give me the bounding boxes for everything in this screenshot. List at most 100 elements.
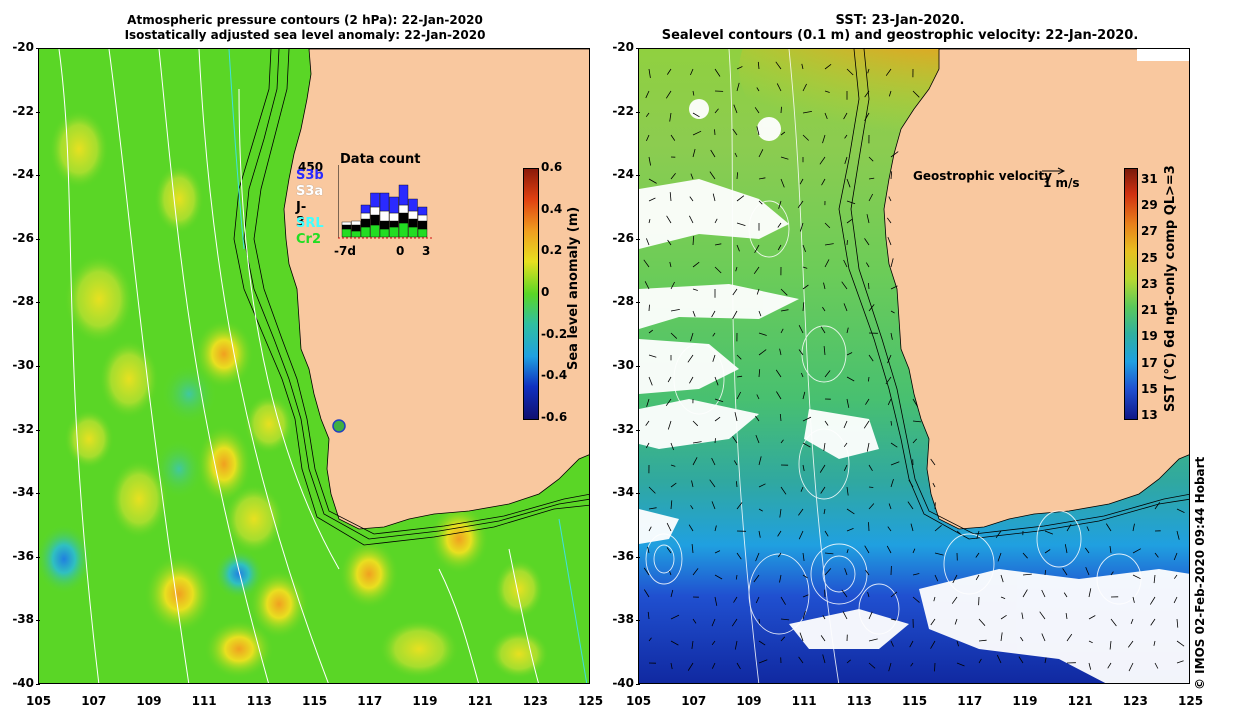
right-y-tick: -24 [612,167,634,182]
data-count-bar-segment [417,228,428,238]
velocity-arrow [867,68,870,74]
velocity-arrow [736,552,742,560]
right-y-tick: -22 [612,103,634,118]
velocity-arrow [954,618,958,625]
velocity-arrow [846,486,849,496]
right-y-tick-mark [636,175,640,177]
velocity-arrow [734,640,738,650]
left-title-line1: Atmospheric pressure contours (2 hPa): 2… [127,13,483,27]
velocity-arrow [797,200,804,209]
velocity-arrow [907,501,914,510]
left-x-tick: 107 [81,694,107,708]
velocity-arrow [824,370,831,378]
data-count-bar-segment [398,184,409,206]
velocity-arrow [775,61,782,70]
velocity-arrow [798,530,804,540]
right-y-tick-mark [636,111,640,113]
velocity-arrow [824,63,832,70]
velocity-arrow [648,526,652,532]
velocity-arrow [734,152,738,158]
sea-level-anomaly-map[interactable] [38,48,590,684]
velocity-arrow [692,457,698,466]
velocity-arrow [692,148,696,158]
velocity-arrow [687,662,694,671]
velocity-arrow [823,442,826,452]
velocity-arrow [665,90,672,99]
velocity-arrow [912,438,917,444]
velocity-arrow [865,262,870,268]
sst-map[interactable] [638,48,1190,684]
velocity-arrow [846,218,853,224]
sst-colorbar-tick: 15 [1141,381,1158,396]
data-count-bar-segment [408,218,418,228]
velocity-arrow [648,304,650,312]
velocity-arrow [822,134,826,144]
velocity-arrow [868,304,875,312]
velocity-arrow [1084,547,1090,554]
velocity-arrow [1176,640,1185,647]
velocity-arrow [756,87,760,92]
velocity-arrow [890,420,892,426]
velocity-arrow [779,348,782,356]
velocity-arrow [670,482,677,488]
velocity-arrow [802,266,808,269]
velocity-arrow [802,302,805,312]
velocity-arrow [758,618,760,624]
velocity-arrow [714,266,722,274]
velocity-arrow [667,376,672,383]
velocity-arrow [646,398,650,407]
velocity-arrow [910,662,914,667]
velocity-arrow [736,195,745,202]
velocity-arrow [1018,656,1024,664]
right-y-tick-mark [636,48,640,49]
velocity-arrow [801,372,804,378]
velocity-arrow [689,376,694,384]
velocity-arrow [1088,615,1096,620]
velocity-arrow [1022,552,1028,559]
velocity-arrow [757,61,760,70]
sla-colorbar-tick: 0.6 [541,160,563,174]
sst-colorbar-tick: 29 [1141,198,1158,213]
velocity-arrow [647,546,650,554]
right-title-line2: Sealevel contours (0.1 m) and geostrophi… [661,28,1139,43]
velocity-arrow [1132,548,1141,554]
velocity-arrow [1154,662,1159,669]
right-y-tick-mark [636,366,640,367]
velocity-arrow [976,530,980,539]
velocity-arrow [1105,523,1112,532]
velocity-arrow [956,662,965,667]
velocity-arrow [648,156,651,166]
velocity-arrow [821,178,826,186]
velocity-arrow [802,244,806,253]
velocity-arrow [780,106,782,114]
left-x-tick: 113 [246,694,272,708]
right-x-tick: 117 [957,694,983,708]
velocity-arrow [692,568,699,576]
velocity-arrow [1173,552,1178,561]
velocity-arrow [758,332,767,336]
right-y-tick-mark [636,493,640,495]
sst-colorbar-tick: 25 [1141,250,1158,265]
velocity-arrow [666,547,672,554]
velocity-arrow [956,530,961,535]
velocity-arrow [996,654,1002,664]
data-count-max: 450 [298,160,324,174]
sla-colorbar [523,168,539,420]
velocity-arrow [824,259,830,268]
velocity-arrow [670,332,678,339]
velocity-arrow [648,197,656,202]
velocity-arrow [714,68,721,77]
velocity-arrow [1064,544,1068,554]
velocity-arrow [798,656,804,664]
left-y-tick-mark [36,238,40,240]
sea-level-contours [645,49,1142,683]
data-count-bar-segment [351,220,361,226]
velocity-arrow [777,552,782,558]
velocity-arrow [823,508,826,515]
left-y-tick: -20 [12,40,34,54]
data-count-bar-segment [417,206,428,216]
velocity-arrow [692,90,695,96]
right-x-tick: 107 [681,694,707,708]
velocity-arrow [777,530,782,537]
velocity-arrow [1153,640,1156,646]
